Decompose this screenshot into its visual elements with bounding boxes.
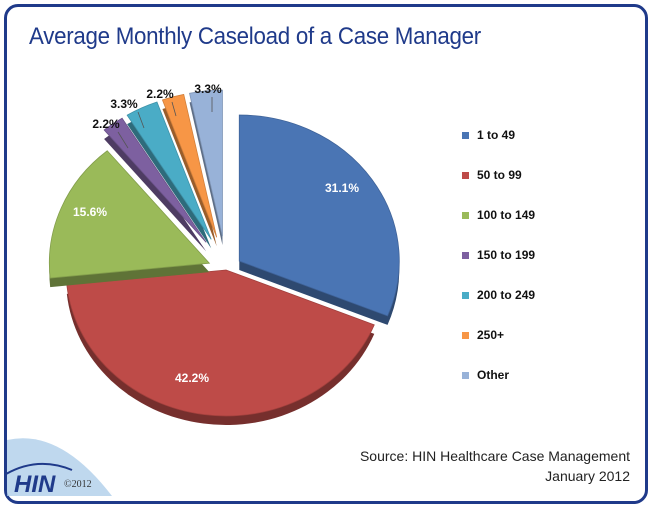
legend-swatch: [462, 332, 469, 339]
pie-slice-150-to-199: [103, 117, 207, 243]
legend-swatch: [462, 172, 469, 179]
pie-slice-depth-5: [162, 103, 217, 247]
pie-data-labels: 31.1% 42.2% 15.6% 2.2% 3.3% 2.2% 3.3%: [73, 82, 359, 385]
legend-label: 200 to 249: [477, 288, 536, 302]
pie-slice-200-to-249: [126, 101, 212, 240]
legend-label: 100 to 149: [477, 208, 536, 222]
legend-item-1-to-49: 1 to 49: [462, 128, 535, 168]
data-label-1: 42.2%: [175, 371, 209, 385]
pie-slice-100-to-149: [49, 150, 211, 279]
data-label-5: 2.2%: [146, 87, 174, 101]
leader-line-2: [171, 101, 177, 117]
pie-slice-50-to-99: [66, 269, 375, 417]
leader-line-1: [137, 111, 145, 129]
legend-swatch: [462, 132, 469, 139]
legend-item-250-: 250+: [462, 328, 535, 368]
legend-label: Other: [477, 368, 510, 382]
legend-item-other: Other: [462, 368, 535, 408]
data-label-0: 31.1%: [325, 181, 359, 195]
legend-item-50-to-99: 50 to 99: [462, 168, 535, 208]
pie-slice-250-: [161, 93, 218, 238]
data-label-6: 3.3%: [194, 82, 222, 96]
logo-copyright: ©2012: [64, 479, 92, 490]
legend-item-100-to-149: 100 to 149: [462, 208, 535, 248]
source-line: Source: HIN Healthcare Case Management: [359, 448, 630, 464]
legend-swatch: [462, 292, 469, 299]
chart-title: Average Monthly Caseload of a Case Manag…: [29, 23, 481, 50]
logo-text: HIN: [14, 471, 56, 498]
legend-label: 150 to 199: [477, 248, 536, 262]
data-label-4: 3.3%: [110, 97, 138, 111]
logo-swoosh: [7, 438, 112, 496]
legend-label: 250+: [477, 328, 505, 342]
pie-slices: [49, 89, 400, 425]
chart-legend: 1 to 49 50 to 99 100 to 149 150 to 199 200 t…: [462, 128, 535, 408]
hin-logo: HIN: [5, 438, 112, 498]
pie-slice-1-to-49: [238, 114, 400, 317]
legend-swatch: [462, 372, 469, 379]
source-date: January 2012: [545, 468, 630, 484]
legend-label: 1 to 49: [477, 128, 516, 142]
data-label-3: 2.2%: [92, 117, 120, 131]
leader-line-0: [117, 131, 129, 149]
legend-swatch: [462, 212, 469, 219]
legend-label: 50 to 99: [477, 168, 522, 182]
legend-swatch: [462, 252, 469, 259]
pie-slice-other: [189, 89, 223, 237]
legend-item-150-to-199: 150 to 199: [462, 248, 535, 288]
legend-item-200-to-249: 200 to 249: [462, 288, 535, 328]
source-note: Source: HIN Healthcare Case Management J…: [360, 446, 630, 486]
logo-orbit: [5, 462, 73, 475]
data-label-2: 15.6%: [73, 205, 107, 219]
